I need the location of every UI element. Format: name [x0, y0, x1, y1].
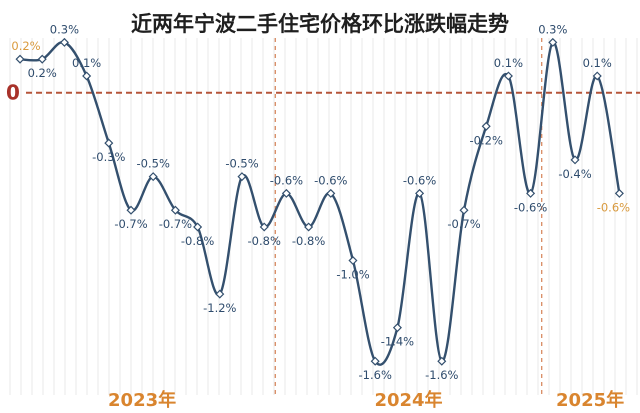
- data-label: 0.1%: [72, 56, 101, 70]
- data-label: -1.2%: [203, 301, 236, 315]
- data-label: -0.6%: [597, 200, 630, 214]
- data-point: [193, 222, 203, 232]
- data-point: [259, 222, 269, 232]
- data-label: -1.0%: [336, 268, 369, 282]
- data-label: 0.1%: [583, 56, 612, 70]
- data-point: [148, 172, 158, 182]
- data-label: -0.6%: [314, 173, 347, 187]
- data-point: [82, 71, 92, 81]
- data-label: -1.6%: [359, 368, 392, 382]
- data-point: [104, 138, 114, 148]
- data-label: -1.6%: [425, 368, 458, 382]
- data-label: -0.7%: [447, 217, 480, 231]
- data-point: [215, 289, 225, 299]
- data-label: 0.3%: [50, 22, 79, 36]
- data-label: -1.4%: [381, 335, 414, 349]
- data-label: -0.7%: [159, 217, 192, 231]
- data-label: 0.3%: [538, 22, 567, 36]
- data-label: -0.5%: [137, 157, 170, 171]
- data-label: -0.7%: [114, 217, 147, 231]
- data-label: -0.8%: [292, 234, 325, 248]
- data-point: [503, 71, 513, 81]
- data-label: -0.6%: [403, 173, 436, 187]
- data-point: [437, 356, 447, 366]
- data-point: [570, 155, 580, 165]
- data-label: 0.1%: [494, 56, 523, 70]
- data-point: [281, 188, 291, 198]
- data-label: -0.5%: [225, 157, 258, 171]
- data-label: -0.8%: [248, 234, 281, 248]
- data-label: -0.8%: [181, 234, 214, 248]
- data-point: [592, 71, 602, 81]
- data-point: [326, 188, 336, 198]
- year-label: 2023年: [108, 389, 176, 411]
- data-point: [459, 205, 469, 215]
- data-label: 0.2%: [28, 66, 57, 80]
- data-point: [392, 323, 402, 333]
- data-point: [15, 54, 25, 64]
- data-point: [237, 172, 247, 182]
- data-point: [126, 205, 136, 215]
- data-point: [526, 188, 536, 198]
- data-point: [348, 256, 358, 266]
- zero-label: 0: [6, 81, 20, 105]
- data-point: [548, 37, 558, 47]
- data-label: 0.2%: [11, 39, 40, 53]
- data-point: [415, 188, 425, 198]
- data-point: [170, 205, 180, 215]
- data-point: [481, 121, 491, 131]
- data-point: [59, 37, 69, 47]
- data-label: -0.2%: [470, 133, 503, 147]
- data-label: -0.4%: [558, 167, 591, 181]
- year-label: 2025年: [556, 389, 624, 411]
- data-point: [614, 188, 624, 198]
- data-point: [37, 54, 47, 64]
- data-point: [370, 356, 380, 366]
- data-label: -0.6%: [270, 173, 303, 187]
- year-label: 2024年: [374, 389, 442, 411]
- data-label: -0.3%: [92, 150, 125, 164]
- data-label: -0.6%: [514, 200, 547, 214]
- data-point: [304, 222, 314, 232]
- chart-title: 近两年宁波二手住宅价格环比涨跌幅走势: [131, 12, 509, 36]
